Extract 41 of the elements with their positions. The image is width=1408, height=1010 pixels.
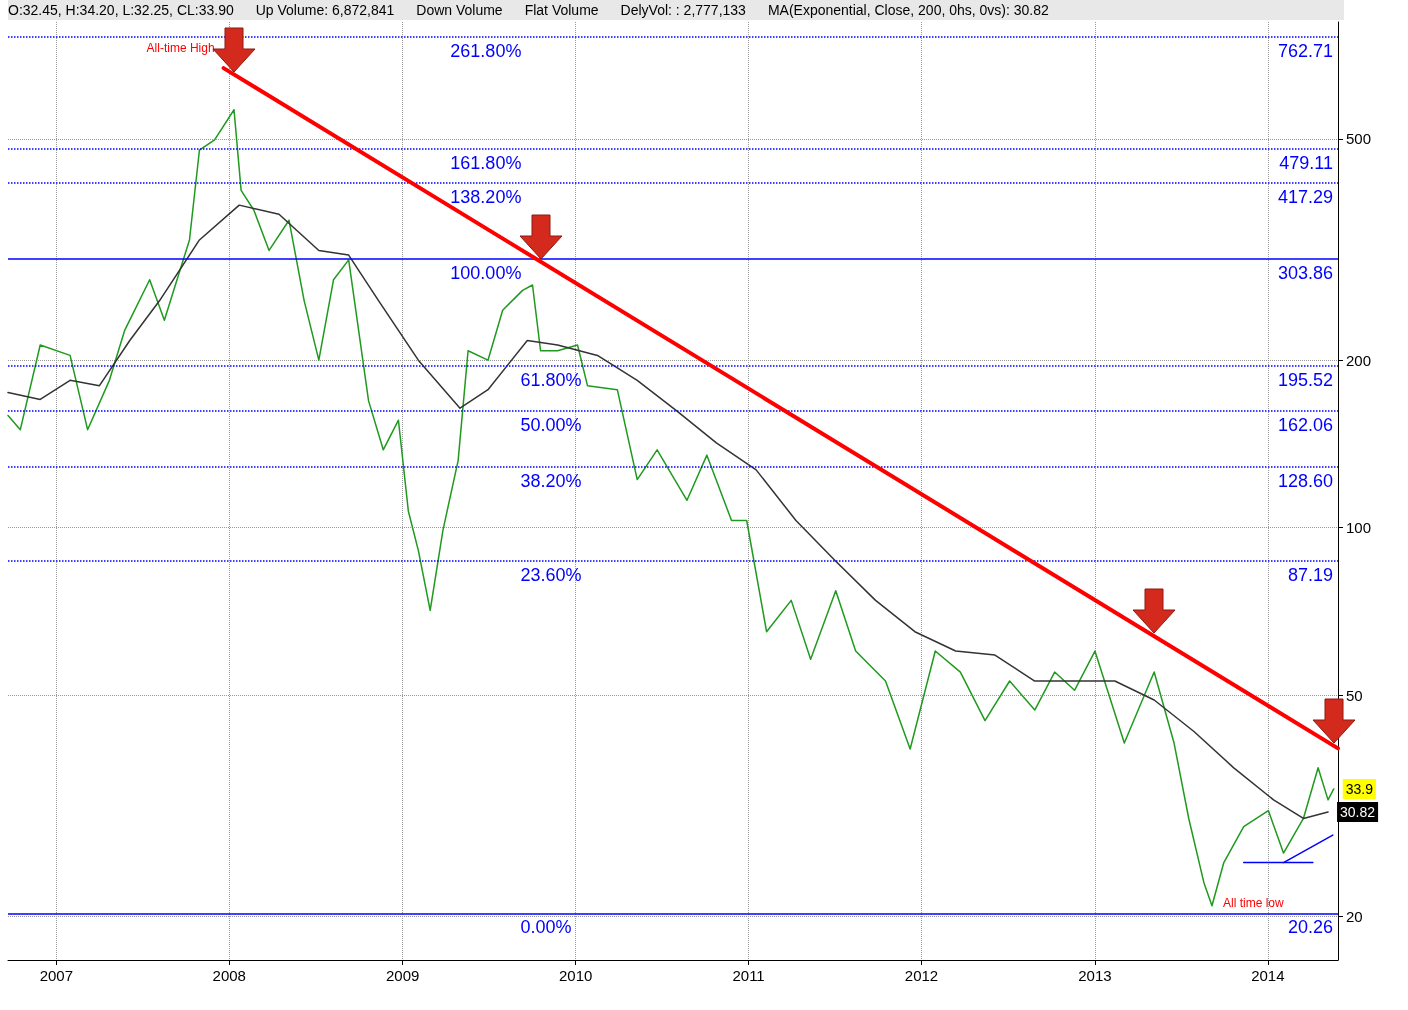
ref-line-label: 479.11 [1279, 153, 1333, 174]
annotation: 23.60% [520, 564, 582, 585]
annotation: 138.20% [450, 186, 522, 207]
x-tick-label: 2009 [386, 967, 420, 984]
ref-line-label: 162.06 [1277, 415, 1333, 436]
text: O:32.45, H:34.20, L:32.25, CL:33.90 [8, 2, 234, 18]
ref-line-label: 87.19 [1287, 564, 1333, 585]
ref-line-label: 20.26 [1287, 917, 1333, 938]
annotation: 50.00% [520, 415, 582, 436]
y-tick-label: 500 [1346, 130, 1372, 148]
x-tick-label: 2008 [212, 967, 246, 984]
x-tick-label: 2007 [39, 967, 74, 984]
ref-line-label: 303.86 [1277, 263, 1333, 284]
annotation: 0.00% [520, 917, 572, 938]
annotation: 161.80% [450, 153, 522, 174]
ref-line-label: 762.71 [1277, 40, 1333, 61]
annotation: 261.80% [450, 40, 522, 61]
y-tick-label: 20 [1346, 907, 1363, 925]
annotation: 33.9 [1345, 780, 1374, 797]
annotation: 38.20% [520, 470, 582, 491]
annotation: All time low [1222, 896, 1284, 911]
text: Down Volume [416, 2, 503, 18]
annotation: 30.82 [1340, 803, 1376, 820]
annotation: 61.80% [520, 369, 582, 390]
x-tick-label: 2010 [558, 967, 593, 984]
annotation: 100.00% [450, 263, 522, 284]
y-tick-label: 50 [1346, 686, 1363, 704]
x-tick-label: 2013 [1078, 967, 1112, 984]
text: MA(Exponential, Close, 200, 0hs, 0vs): 30.82 [767, 2, 1049, 18]
annotation: All-time High [146, 41, 215, 56]
x-tick-label: 2014 [1251, 967, 1285, 984]
ref-line-label: 195.52 [1277, 369, 1333, 390]
text: DelyVol: : 2,777,133 [620, 2, 746, 18]
ref-line-label: 128.60 [1277, 470, 1333, 491]
text: Up Volume: 6,872,841 [255, 2, 395, 18]
text: Flat Volume [524, 2, 599, 18]
x-tick-label: 2011 [732, 967, 765, 984]
x-tick-label: 2012 [904, 967, 939, 984]
y-tick-label: 100 [1346, 519, 1372, 537]
ref-line-label: 417.29 [1277, 186, 1333, 207]
y-tick-label: 200 [1346, 351, 1372, 369]
